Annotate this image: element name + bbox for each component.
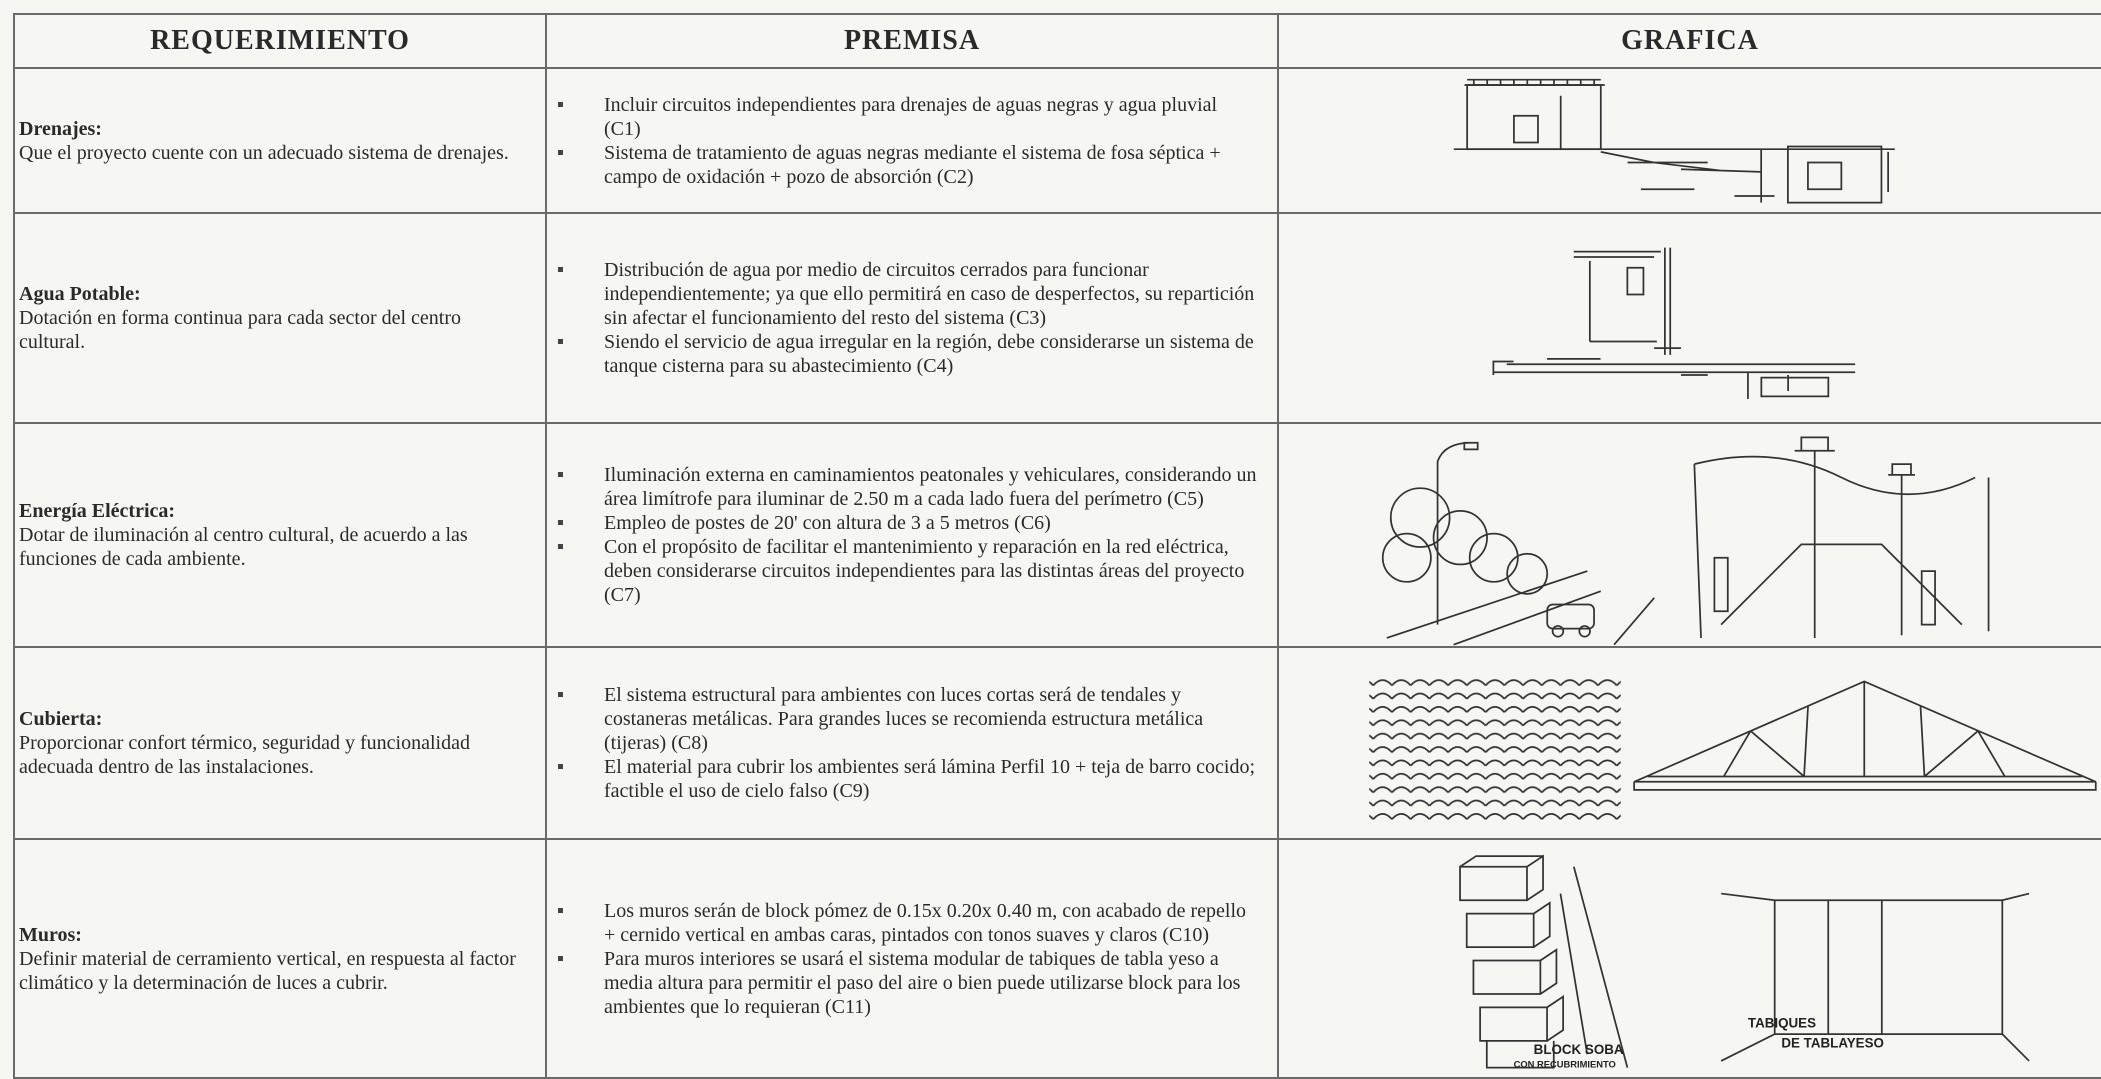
graphic-cell bbox=[1277, 67, 2101, 214]
graphic-label: CON RECUBRIMIENTO bbox=[1514, 1060, 1616, 1070]
requirement-description: Definir material de cerramiento vertical… bbox=[19, 947, 516, 994]
requirement-title: Agua Potable: bbox=[19, 283, 141, 305]
requirement-cell: Cubierta: Proporcionar confort térmico, s… bbox=[13, 646, 547, 840]
table-row: Agua Potable: Dotación en forma continua … bbox=[13, 212, 2101, 424]
sketch-line bbox=[1720, 892, 2030, 1062]
table-row: Muros: Definir material de cerramiento ve… bbox=[13, 838, 2101, 1079]
premise-cell: Los muros serán de block pómez de 0.15x … bbox=[545, 838, 1279, 1079]
sketch-line bbox=[1436, 441, 1479, 625]
wall-sketch: BLOCK SOBA CON RECUBRIMIENTO TABIQUES DE… bbox=[1459, 854, 2030, 1070]
premise-cell: Iluminación externa en caminamientos pea… bbox=[545, 422, 1279, 648]
table-row: Cubierta: Proporcionar confort térmico, s… bbox=[13, 646, 2101, 840]
requirement-title: Drenajes: bbox=[19, 117, 102, 140]
sketch-line bbox=[1459, 854, 1629, 1069]
premise: El sistema estructural para ambientes co… bbox=[558, 683, 1257, 755]
table-row: Energía Eléctrica: Dotar de iluminación a… bbox=[13, 422, 2101, 648]
requirement-cell: Agua Potable: Dotación en forma continua … bbox=[13, 212, 547, 424]
drainage-sketch bbox=[1453, 78, 1895, 204]
graphic-cell bbox=[1277, 646, 2101, 840]
column-header: REQUERIMIENTO bbox=[13, 13, 547, 69]
premise: Sistema de tratamiento de aguas negras m… bbox=[558, 141, 1257, 189]
header-row: REQUERIMIENTO PREMISA GRAFICA bbox=[13, 13, 2101, 69]
premise: Distribución de agua por medio de circui… bbox=[558, 258, 1257, 330]
graphic-label: DE TABLAYESO bbox=[1781, 1036, 1884, 1051]
table-row: Drenajes: Que el proyecto cuente con un a… bbox=[13, 67, 2101, 214]
sketch-line bbox=[1551, 625, 1565, 638]
requirement-description: Proporcionar confort térmico, seguridad … bbox=[19, 732, 470, 778]
requirement-description: Dotar de iluminación al centro cultural,… bbox=[19, 524, 468, 570]
requirement-title: Energía Eléctrica: bbox=[19, 500, 176, 522]
requirement-cell: Drenajes: Que el proyecto cuente con un a… bbox=[13, 67, 547, 214]
graphic-label: TABIQUES bbox=[1748, 1015, 1816, 1030]
sketch-line bbox=[1506, 552, 1549, 595]
sketch-line bbox=[1693, 436, 1990, 639]
water-sketch bbox=[1492, 247, 1856, 400]
sketch-line bbox=[1389, 487, 1451, 548]
sketch-line bbox=[1381, 532, 1432, 583]
sketch-line bbox=[1633, 680, 2097, 791]
requirement-description: Dotación en forma continua para cada sec… bbox=[19, 307, 462, 353]
lighting-sketch bbox=[1381, 436, 1990, 646]
graphic-label: BLOCK SOBA bbox=[1534, 1042, 1624, 1057]
premise: Iluminación externa en caminamientos pea… bbox=[558, 464, 1257, 510]
sketch-line bbox=[1466, 84, 1602, 151]
requirement-description: Que el proyecto cuente con un adecuado s… bbox=[19, 141, 509, 164]
sketch-line bbox=[1513, 114, 1539, 144]
premise: El material para cubrir los ambientes se… bbox=[558, 756, 1256, 802]
premise-cell: Incluir circuitos independientes para dr… bbox=[545, 67, 1279, 214]
premise: Los muros serán de block pómez de 0.15x … bbox=[558, 899, 1257, 947]
column-header: GRAFICA bbox=[1277, 13, 2101, 69]
requirements-table: REQUERIMIENTO PREMISA GRAFICA Drenajes: Q… bbox=[13, 13, 2101, 1079]
roof-sketch bbox=[1369, 677, 2097, 822]
premise: Empleo de postes de 20' con altura de 3 … bbox=[558, 511, 1257, 535]
sketch-line bbox=[1432, 510, 1488, 566]
requirement-cell: Muros: Definir material de cerramiento ve… bbox=[13, 838, 547, 1079]
sketch-line bbox=[1464, 78, 1605, 86]
sketch-line bbox=[1546, 603, 1595, 630]
sketch-line bbox=[1386, 570, 1655, 646]
premise: Para muros interiores se usará el sistem… bbox=[558, 947, 1257, 1019]
sketch-line bbox=[1453, 95, 1895, 204]
premise: Con el propósito de facilitar el manteni… bbox=[558, 535, 1257, 607]
requirement-title: Cubierta: bbox=[19, 708, 103, 730]
premise-cell: Distribución de agua por medio de circui… bbox=[545, 212, 1279, 424]
premise: Incluir circuitos independientes para dr… bbox=[558, 93, 1257, 141]
graphic-cell bbox=[1277, 422, 2101, 648]
premise: Siendo el servicio de agua irregular en … bbox=[558, 330, 1257, 378]
sketch-line bbox=[1578, 625, 1591, 638]
sketch-line bbox=[1369, 677, 1621, 822]
graphic-cell bbox=[1277, 212, 2101, 424]
sketch-line bbox=[1468, 532, 1519, 583]
column-header: PREMISA bbox=[545, 13, 1279, 69]
premise-cell: El sistema estructural para ambientes co… bbox=[545, 646, 1279, 840]
requirement-cell: Energía Eléctrica: Dotar de iluminación a… bbox=[13, 422, 547, 648]
requirement-title: Muros: bbox=[19, 923, 82, 946]
sketch-line bbox=[1492, 247, 1856, 400]
graphic-cell: BLOCK SOBA CON RECUBRIMIENTO TABIQUES DE… bbox=[1277, 838, 2101, 1079]
